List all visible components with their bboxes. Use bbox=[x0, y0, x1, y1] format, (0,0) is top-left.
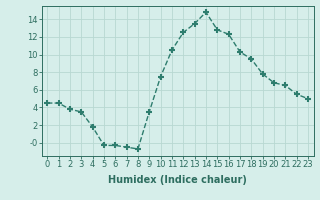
X-axis label: Humidex (Indice chaleur): Humidex (Indice chaleur) bbox=[108, 175, 247, 185]
